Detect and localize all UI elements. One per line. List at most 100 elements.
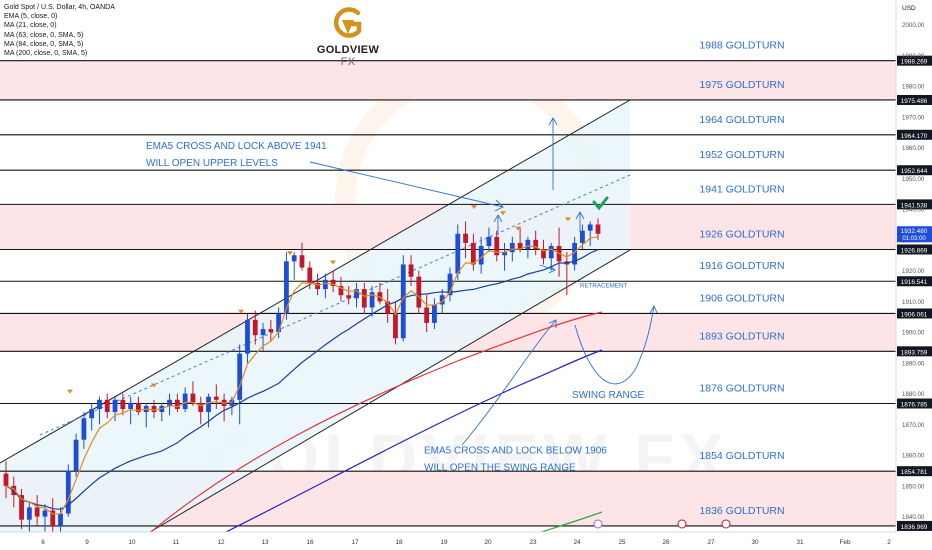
candle-body-8 <box>65 470 71 514</box>
small-right-arrow <box>539 264 556 271</box>
candle-body-14 <box>112 399 118 413</box>
level-price-tag-0 <box>897 55 932 66</box>
swing-range-arrow-head <box>548 319 557 328</box>
fractal-marker-0 <box>67 389 73 394</box>
candle-body-22 <box>174 399 180 409</box>
current-price-text: 1932.480 <box>901 228 928 235</box>
ema5-line <box>5 236 599 515</box>
candle-body-67 <box>525 239 531 250</box>
annotation-text-2: RETRACEMENT <box>580 283 627 290</box>
x-tick-19: 2 <box>887 539 891 546</box>
candle-body-51 <box>400 264 406 339</box>
candle-body-4 <box>34 507 40 517</box>
candle-body-75 <box>587 224 593 231</box>
x-tick-4: 12 <box>217 539 225 546</box>
fractal-marker-5 <box>471 205 477 210</box>
level-price-text-0: 1988.269 <box>901 59 928 66</box>
candle-body-25 <box>198 402 204 413</box>
candle-body-44 <box>346 295 352 299</box>
annotation-text-5: WILL OPEN THE SWING RANGE <box>424 462 576 473</box>
x-tick-12: 24 <box>573 539 581 546</box>
candle-body-35 <box>276 313 282 333</box>
candle-body-3 <box>26 507 32 520</box>
candle-body-11 <box>89 408 95 419</box>
candle-body-0 <box>3 473 9 486</box>
candle-body-56 <box>439 295 445 305</box>
candle-body-23 <box>182 393 188 409</box>
candle-body-58 <box>455 233 461 274</box>
candle-body-6 <box>50 510 56 526</box>
level-price-tag-9 <box>897 398 932 409</box>
candle-body-73 <box>572 242 578 265</box>
y-tick-12: 1960.00 <box>902 145 925 152</box>
small-up-arrow-2-head <box>575 211 585 220</box>
level-label-11: 1836 GOLDTURN <box>699 505 784 517</box>
x-tick-17: 31 <box>796 539 804 546</box>
legend-ema5[interactable]: EMA (5, close, 0) <box>4 13 58 21</box>
level-price-text-7: 1906.061 <box>901 311 928 318</box>
candle-body-54 <box>424 307 430 323</box>
candle-body-68 <box>533 239 539 250</box>
candle-body-57 <box>447 273 453 296</box>
level-label-1: 1975 GOLDTURN <box>699 79 784 91</box>
level-label-3: 1952 GOLDTURN <box>699 149 784 161</box>
up-target-arrow-head <box>548 117 558 126</box>
level-label-7: 1906 GOLDTURN <box>699 292 784 304</box>
level-price-text-11: 1836.969 <box>901 524 928 531</box>
brand-logo: GOLDVIEW FX <box>312 4 384 68</box>
candle-body-69 <box>541 249 546 259</box>
candle-body-21 <box>167 399 172 406</box>
candle-body-70 <box>548 246 554 259</box>
y-tick-14: 1980.00 <box>902 84 925 91</box>
level-price-tag-1 <box>897 94 932 105</box>
candle-body-38 <box>299 255 305 268</box>
x-tick-9: 19 <box>440 539 448 546</box>
level-price-text-9: 1876.785 <box>901 402 928 409</box>
candle-body-64 <box>502 252 507 256</box>
candle-body-66 <box>517 242 523 250</box>
candle-body-12 <box>97 399 102 409</box>
level-price-text-2: 1964.170 <box>901 133 928 140</box>
current-price-countdown: 01:03:00 <box>902 236 926 242</box>
legend-ma84[interactable]: MA (84, close, 0, SMA, 5) <box>4 40 84 48</box>
time-axis-bg <box>0 532 932 550</box>
candle-body-76 <box>595 224 601 234</box>
resistance-zone-0 <box>0 60 896 100</box>
level-label-10: 1854 GOLDTURN <box>699 450 784 462</box>
ma21-line <box>5 249 599 510</box>
brand-name-suffix: FX <box>340 56 356 68</box>
candle-body-53 <box>416 276 422 308</box>
level-price-text-4: 1941.538 <box>901 202 928 209</box>
candle-body-43 <box>338 285 344 296</box>
candle-body-26 <box>206 396 211 413</box>
candle-body-62 <box>486 236 492 247</box>
x-tick-3: 11 <box>173 539 180 546</box>
annotation-text-4: EMA5 CROSS AND LOCK BELOW 1906 <box>424 446 607 457</box>
x-tick-0: 6 <box>41 539 45 546</box>
candle-body-24 <box>190 393 196 403</box>
x-tick-8: 18 <box>395 539 403 546</box>
level-price-text-6: 1916.541 <box>901 279 928 286</box>
level-label-2: 1964 GOLDTURN <box>699 114 784 126</box>
candle-body-16 <box>128 402 134 409</box>
fractal-marker-4 <box>330 260 336 265</box>
legend-ma63[interactable]: MA (63, close, 0, SMA, 5) <box>4 31 84 39</box>
level-label-4: 1941 GOLDTURN <box>699 183 784 195</box>
annotation-text-1: WILL OPEN UPPER LEVELS <box>146 158 278 169</box>
candle-body-30 <box>237 353 243 400</box>
legend-ma200[interactable]: MA (200, close, 0, SMA, 5) <box>4 50 88 58</box>
level-label-0: 1988 GOLDTURN <box>699 40 784 52</box>
event-icon-1 <box>677 519 687 529</box>
candle-body-34 <box>268 329 274 333</box>
y-tick-2: 1860.00 <box>902 453 925 460</box>
y-tick-1: 1850.00 <box>902 483 925 490</box>
level-price-tag-3 <box>897 165 932 176</box>
swing-curve-arrow-head <box>649 304 658 314</box>
x-tick-5: 13 <box>261 539 269 546</box>
level-price-tag-7 <box>897 308 932 319</box>
candle-body-47 <box>369 292 375 308</box>
legend-ma21[interactable]: MA (21, close, 0) <box>4 22 57 30</box>
annotation-text-3: SWING RANGE <box>572 390 645 401</box>
